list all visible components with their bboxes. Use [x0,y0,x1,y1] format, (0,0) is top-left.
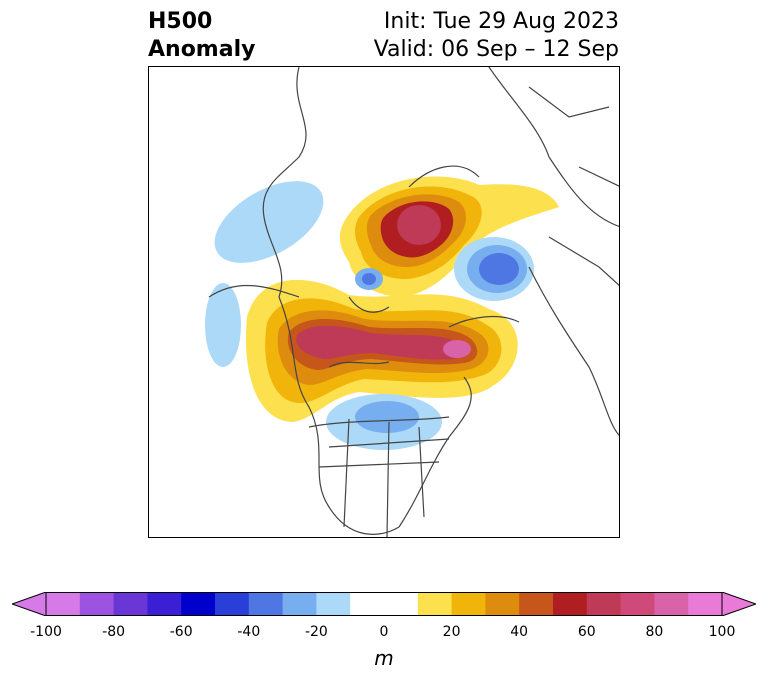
colorbar-cell [553,592,588,616]
negative-anomaly-scandinavia [355,237,534,301]
colorbar-tick-label: -20 [304,624,328,640]
title-type: Anomaly [148,37,256,62]
colorbar-unit: m [374,646,394,670]
colorbar-cell [147,592,182,616]
colorbar-cell [519,592,554,616]
colorbar [12,592,756,616]
negative-anomaly-great-lakes [326,394,442,450]
colorbar-cell [316,592,351,616]
anomaly-map [205,67,619,537]
colorbar-cell [282,592,317,616]
colorbar-tick-label: -40 [237,624,261,640]
colorbar-ticks: -100 -80 -60 -40 -20 0 20 40 60 80 100 [0,620,768,640]
colorbar-cell [79,592,115,616]
colorbar-cell [384,592,419,616]
title-variable: H500 [148,9,213,34]
colorbar-cell [586,592,622,616]
map-title: H500 Anomaly [148,8,255,64]
colorbar-tick-label: 60 [577,624,596,640]
colorbar-cell [620,592,655,616]
colorbar-cell [688,592,723,616]
colorbar-cell [181,592,216,616]
positive-anomaly-siberia [339,176,559,297]
colorbar-tick-label: -80 [102,624,126,640]
positive-anomaly-canada [245,279,518,422]
colorbar-cell [113,592,148,616]
colorbar-tick-label: 40 [510,624,529,640]
map-dates: Init: Tue 29 Aug 2023 Valid: 06 Sep – 12… [374,8,619,64]
colorbar-extend-high [721,592,756,616]
colorbar-tick-label: 20 [442,624,461,640]
colorbar-extend-low [12,592,47,616]
valid-range: Valid: 06 Sep – 12 Sep [373,37,619,62]
colorbar-cell [215,592,250,616]
map-panel [148,66,620,538]
colorbar-cell [248,592,284,616]
coastlines [208,67,619,537]
colorbar-cell [654,592,689,616]
colorbar-cell [350,592,385,616]
init-date: Init: Tue 29 Aug 2023 [383,9,619,34]
colorbar-tick-label: 0 [379,624,389,640]
colorbar-cell [417,592,453,616]
colorbar-cell [485,592,520,616]
colorbar-tick-label: -100 [30,624,62,640]
colorbar-tick-label: -60 [169,624,193,640]
colorbar-cell [46,592,81,616]
negative-anomaly-pacific [205,181,324,367]
colorbar-tick-label: 100 [708,624,736,640]
colorbar-cell [451,592,486,616]
colorbar-tick-label: 80 [645,624,664,640]
